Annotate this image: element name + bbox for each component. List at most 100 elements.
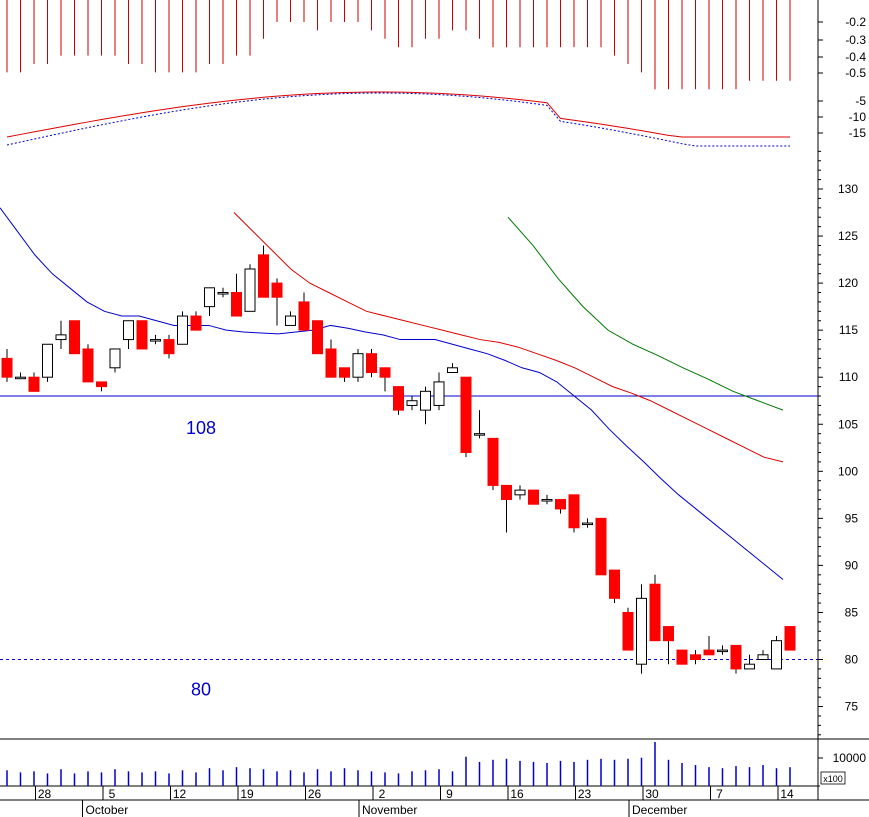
candle-body — [622, 611, 634, 651]
candle-body — [163, 339, 175, 355]
candle-body — [757, 654, 769, 660]
candle-body — [406, 400, 418, 406]
indicator-tick-label: -0.4 — [845, 50, 866, 64]
candle-body — [339, 367, 350, 378]
candle-body — [1, 357, 13, 378]
candle — [717, 645, 728, 655]
indicator-tick-label: -0.3 — [845, 33, 866, 47]
candle — [271, 278, 283, 326]
candle — [298, 292, 310, 331]
candle-body — [258, 254, 269, 298]
candle — [690, 650, 701, 665]
candle-body — [366, 353, 377, 373]
candle-body — [744, 663, 755, 670]
candle — [528, 489, 539, 505]
candle — [42, 343, 53, 382]
price-tick-label: 105 — [838, 417, 858, 431]
price-tick-label: 75 — [845, 700, 859, 714]
candle — [96, 381, 107, 392]
candle — [663, 626, 674, 665]
candle — [420, 386, 431, 425]
candle — [784, 626, 796, 651]
indicator-tick-label: -0.2 — [845, 15, 866, 29]
candle — [555, 499, 566, 514]
candle-body — [487, 437, 499, 486]
candle-body — [460, 376, 472, 453]
price-tick-label: 130 — [838, 182, 858, 196]
candle-body — [676, 649, 688, 665]
candle-body — [636, 597, 647, 665]
candle — [150, 334, 161, 345]
candle-body — [244, 268, 256, 312]
candle-body — [136, 320, 148, 350]
candle — [82, 344, 94, 383]
month-label: December — [632, 803, 687, 817]
candle-body — [298, 301, 310, 331]
candle-body — [541, 499, 553, 502]
reference-line-label: 80 — [191, 680, 211, 700]
candle — [352, 348, 364, 382]
indicator-tick-label: -5 — [855, 94, 866, 108]
candle — [757, 650, 769, 660]
candle — [217, 287, 229, 298]
candle-body — [514, 489, 526, 496]
candle — [474, 410, 485, 439]
date-tick-label: 30 — [645, 787, 659, 801]
volume-unit-label: x100 — [823, 774, 843, 784]
candle-body — [312, 320, 323, 355]
candle-body — [217, 292, 229, 295]
candle — [312, 320, 323, 355]
price-tick-label: 125 — [838, 229, 858, 243]
candle-body — [123, 320, 134, 341]
candle — [744, 654, 755, 670]
candle-body — [582, 522, 593, 526]
reference-line-label: 108 — [186, 418, 216, 438]
candle — [1, 348, 13, 382]
candle — [501, 484, 512, 533]
date-tick-label: 28 — [38, 787, 52, 801]
candle — [771, 635, 782, 670]
candle-body — [190, 315, 202, 331]
candle-body — [177, 315, 188, 345]
date-tick-label: 7 — [716, 787, 723, 801]
candle — [258, 245, 269, 298]
candle — [730, 644, 742, 674]
candle-body — [663, 626, 674, 642]
candle — [15, 372, 26, 380]
candle — [109, 348, 121, 373]
candle — [676, 649, 688, 665]
candle — [649, 574, 661, 642]
candle — [393, 386, 404, 415]
month-label: October — [86, 803, 129, 817]
candle-body — [150, 339, 161, 342]
candle-body — [42, 343, 53, 378]
candle — [622, 607, 634, 651]
price-tick-label: 85 — [845, 605, 859, 619]
candle-body — [109, 348, 121, 369]
candle — [582, 518, 593, 528]
candle-body — [55, 334, 67, 341]
candle — [568, 494, 580, 533]
candle-body — [393, 386, 404, 411]
candle — [244, 264, 256, 312]
candle-body — [204, 287, 215, 308]
candle — [339, 367, 350, 382]
date-tick-label: 2 — [379, 787, 386, 801]
candle-body — [501, 484, 512, 501]
candle-body — [595, 517, 607, 576]
candle — [366, 348, 377, 378]
candle — [514, 485, 526, 500]
price-tick-label: 110 — [839, 370, 858, 384]
candle-body — [609, 569, 620, 599]
candle-body — [528, 489, 539, 505]
indicator-tick-label: -0.5 — [845, 66, 866, 80]
indicator-tick-label: -15 — [849, 126, 867, 140]
date-tick-label: 19 — [240, 787, 254, 801]
candle — [460, 376, 472, 458]
indicator-signal-line — [6, 92, 790, 147]
candle — [163, 334, 175, 359]
date-tick-label: 14 — [780, 787, 794, 801]
candle — [28, 372, 40, 392]
